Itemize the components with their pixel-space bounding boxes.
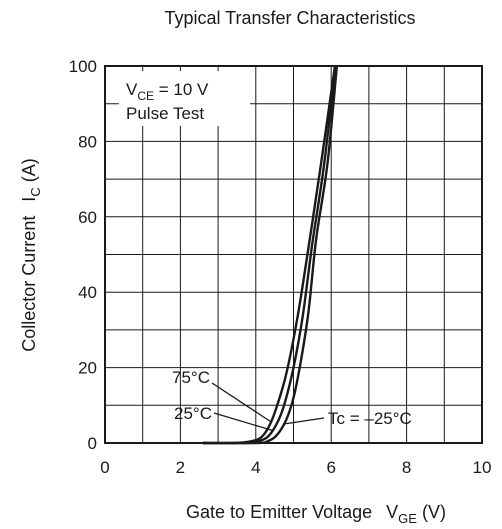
condition-pulse-test: Pulse Test [126,104,204,123]
x-tick-label: 6 [326,458,335,477]
plot-frame [104,65,483,444]
y-tick-label: 60 [78,208,97,227]
annotations: 75°C 25°C Tc = –25°C [172,368,412,432]
y-tick-label: 20 [78,359,97,378]
x-tick-label: 4 [251,458,260,477]
annotation-leader [211,382,272,423]
condition-vce: VCE = 10 V [126,80,209,103]
annotation-leader [282,417,325,425]
x-axis-label: Gate to Emitter Voltage VGE (V) [186,502,446,526]
curves [203,65,339,445]
y-tick-label: 0 [88,434,97,453]
x-tick-label: 10 [473,458,492,477]
y-axis-label: Collector CurrentIC(A) [19,158,43,351]
y-tick-label: 40 [78,283,97,302]
x-tick-label: 2 [176,458,185,477]
x-tick-label: 0 [100,458,109,477]
annotation-label: Tc = –25°C [328,409,412,428]
annotation-label: 75°C [172,368,210,387]
x-tick-label: 8 [402,458,411,477]
chart-title: Typical Transfer Characteristics [164,8,415,28]
series-curve-2 [203,65,339,445]
condition-box [119,71,250,126]
x-tick-labels: 0 2 4 6 8 10 [100,458,491,477]
annotation-label: 25°C [174,404,212,423]
y-tick-label: 80 [78,132,97,151]
y-tick-labels: 0 20 40 60 80 100 [69,57,97,453]
annotation-leader [213,412,273,432]
y-tick-label: 100 [69,57,97,76]
